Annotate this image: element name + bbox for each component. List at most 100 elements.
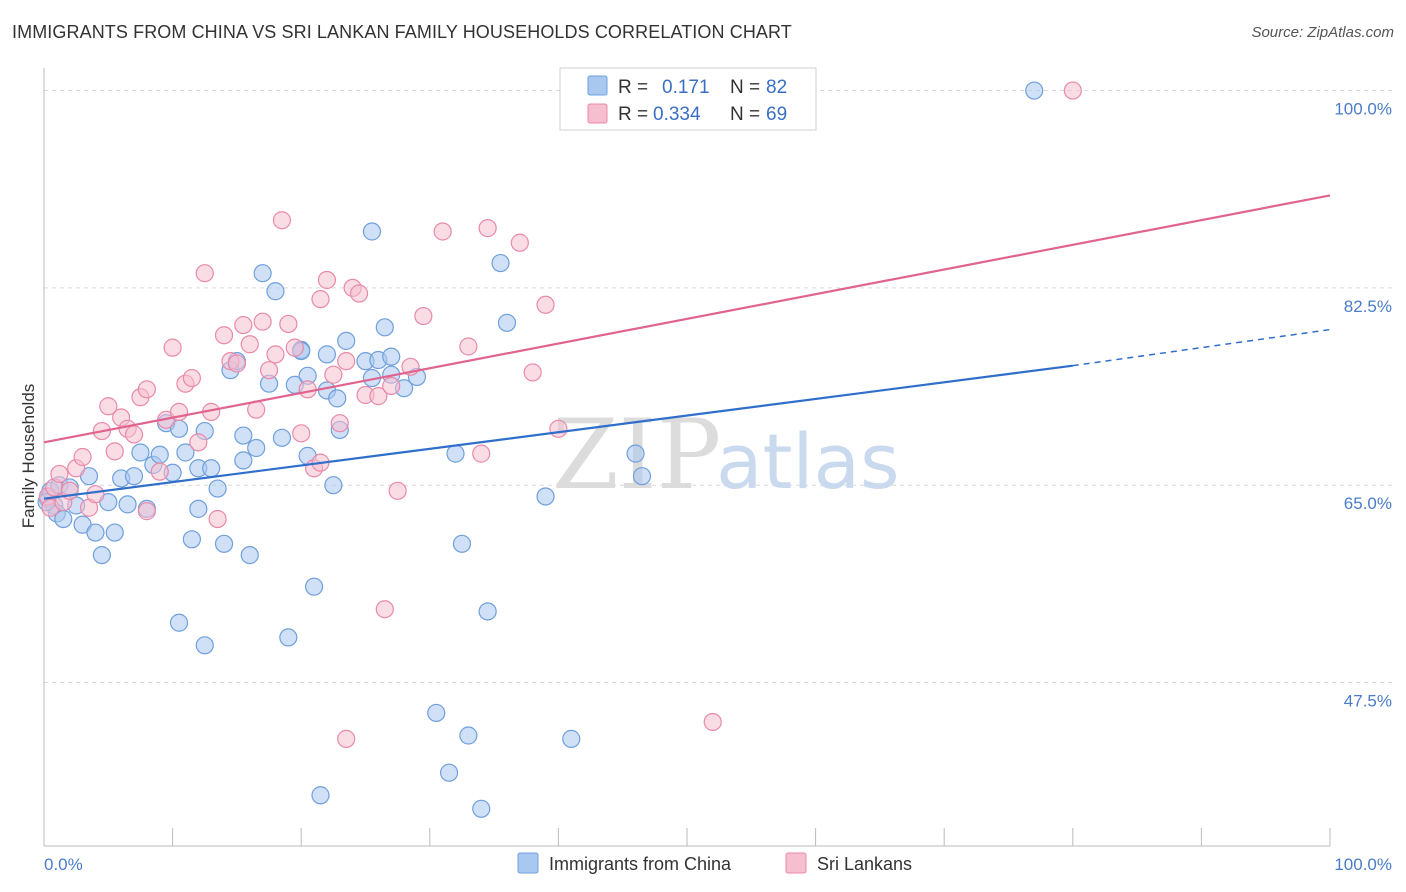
series-legend: Immigrants from China Sri Lankans xyxy=(517,852,912,874)
srilanka-data-point xyxy=(433,222,452,241)
china-data-point xyxy=(234,451,253,470)
china-data-point xyxy=(247,438,266,458)
srilanka-data-point xyxy=(298,380,317,399)
china-data-point xyxy=(234,426,253,445)
china-data-point xyxy=(240,545,259,565)
srilanka-series-swatch xyxy=(785,852,807,874)
srilanka-data-point xyxy=(523,363,542,382)
china-data-point xyxy=(478,602,497,621)
china-data-point xyxy=(266,282,285,301)
china-data-point xyxy=(337,331,356,350)
chart-title: IMMIGRANTS FROM CHINA VS SRI LANKAN FAMI… xyxy=(12,22,792,42)
srilanka-data-point xyxy=(337,352,356,371)
china-legend-swatch xyxy=(587,75,608,96)
srilanka-data-point xyxy=(124,425,144,444)
srilanka-data-point xyxy=(349,284,369,303)
x-ticks xyxy=(43,828,1331,846)
china-data-point xyxy=(176,443,195,462)
srilanka-data-point xyxy=(86,485,105,504)
china-data-point xyxy=(452,534,472,553)
china-series-label: Immigrants from China xyxy=(549,854,732,874)
china-n-label: N = xyxy=(730,77,760,98)
china-data-point xyxy=(150,445,169,464)
srilanka-data-point xyxy=(292,424,311,443)
srilanka-data-point xyxy=(478,219,497,238)
y-tick-label: 100.0% xyxy=(1334,100,1392,119)
china-data-point xyxy=(124,467,144,486)
china-data-point xyxy=(459,726,478,745)
china-data-point xyxy=(446,444,465,463)
watermark-atlas: atlas xyxy=(716,417,900,506)
srilanka-data-point xyxy=(337,729,356,748)
y-tick-label: 65.0% xyxy=(1344,494,1392,513)
srilanka-data-point xyxy=(311,290,330,309)
srilanka-data-point xyxy=(259,361,279,380)
srilanka-data-point xyxy=(375,600,394,619)
srilanka-data-point xyxy=(208,509,227,529)
china-data-point xyxy=(214,534,234,553)
china-data-point xyxy=(626,444,645,463)
china-r-label: R = xyxy=(618,77,648,98)
china-data-point xyxy=(382,347,401,366)
srilanka-data-point xyxy=(317,270,337,290)
gridlines xyxy=(44,90,1392,684)
china-data-point xyxy=(317,345,337,364)
y-tick-label: 82.5% xyxy=(1344,297,1392,316)
srilanka-data-point xyxy=(1063,81,1082,100)
china-data-point xyxy=(497,313,517,332)
china-data-point xyxy=(279,628,298,647)
srilanka-data-point xyxy=(536,295,555,314)
china-data-point xyxy=(208,479,227,498)
srilanka-data-point xyxy=(510,233,529,252)
china-data-point xyxy=(562,729,581,748)
china-data-point xyxy=(131,443,150,462)
srilanka-data-point xyxy=(50,464,69,484)
china-data-point xyxy=(92,545,111,565)
china-r-value: 0.171 xyxy=(662,77,710,98)
srilanka-n-label: N = xyxy=(730,104,760,125)
china-data-point xyxy=(427,703,446,723)
srilanka-data-point xyxy=(73,447,92,467)
china-data-point xyxy=(253,264,272,283)
x-tick-label-max: 100.0% xyxy=(1334,855,1392,874)
srilanka-n-value: 69 xyxy=(766,104,787,125)
china-data-point xyxy=(311,786,330,805)
y-axis-label: Family Households xyxy=(19,384,38,529)
srilanka-data-point xyxy=(388,481,407,500)
srilanka-data-point xyxy=(703,712,722,732)
srilanka-trendline xyxy=(43,194,1331,444)
china-series-swatch xyxy=(517,852,539,874)
china-data-point xyxy=(536,487,555,506)
srilanka-data-point xyxy=(369,387,388,406)
srilanka-data-point xyxy=(189,433,208,452)
srilanka-data-point xyxy=(99,397,118,416)
china-data-point xyxy=(202,459,221,478)
china-data-point xyxy=(632,467,652,486)
china-data-point xyxy=(324,476,343,495)
srilanka-data-point xyxy=(324,365,343,384)
srilanka-data-point xyxy=(285,338,304,357)
srilanka-r-label: R = xyxy=(618,104,648,125)
china-data-point xyxy=(328,389,347,408)
china-data-point xyxy=(118,495,137,514)
china-data-point xyxy=(491,253,510,273)
srilanka-data-point xyxy=(459,337,478,356)
china-n-value: 82 xyxy=(766,77,787,98)
china-data-point xyxy=(189,499,208,518)
china-data-point xyxy=(272,428,292,447)
china-data-point xyxy=(86,523,105,542)
srilanka-legend-swatch xyxy=(587,103,608,124)
srilanka-data-point xyxy=(472,444,491,463)
srilanka-data-point xyxy=(214,326,234,345)
china-data-point xyxy=(195,636,214,655)
china-data-point xyxy=(362,222,382,241)
china-data-point xyxy=(375,318,394,337)
china-trendline-extension xyxy=(1072,328,1331,367)
china-trendline xyxy=(43,364,1073,500)
srilanka-data-point xyxy=(150,462,169,481)
china-data-point xyxy=(304,577,324,596)
watermark: ZIP atlas xyxy=(552,399,900,511)
china-data-point xyxy=(472,799,491,818)
y-tick-labels: 47.5% 65.0% 82.5% 100.0% xyxy=(1334,100,1392,711)
